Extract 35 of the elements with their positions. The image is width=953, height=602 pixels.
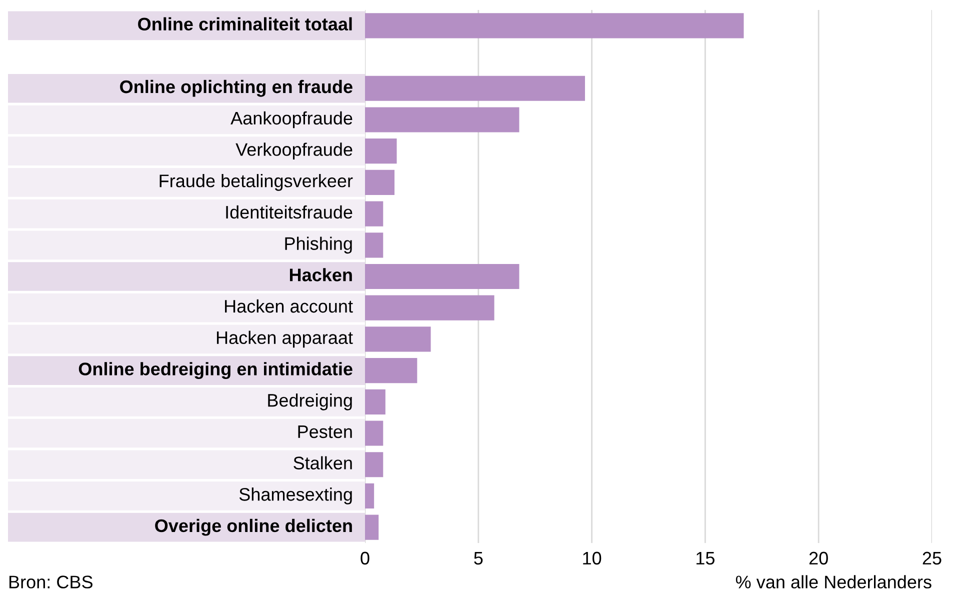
y-tick-label: Online oplichting en fraude — [120, 80, 352, 97]
x-tick-label: 25 — [922, 552, 942, 565]
y-tick-label: Online criminaliteit totaal — [138, 17, 352, 31]
y-tick-label: Online bedreiging en intimidatie — [78, 362, 352, 380]
y-tick-label: Hacken — [290, 268, 352, 282]
bar — [365, 232, 384, 258]
x-tick-label: 0 — [360, 552, 370, 565]
x-axis-title: % van alle Nederlanders — [736, 575, 932, 588]
y-tick-label: Overige online delicten — [155, 518, 352, 536]
x-tick-label: 10 — [583, 552, 602, 565]
bar — [365, 326, 431, 352]
bar — [365, 201, 384, 226]
y-tick-label: Bedreiging — [268, 393, 352, 410]
y-tick-label: Identiteitsfraude — [226, 205, 352, 219]
y-tick-label: Shamesexting — [239, 488, 352, 504]
y-tick-label: Fraude betalingsverkeer — [160, 174, 353, 191]
x-tick-label: 5 — [474, 552, 483, 565]
bar — [365, 138, 397, 164]
y-tick-label: Pesten — [298, 426, 352, 438]
y-tick-label: Stalken — [294, 456, 352, 470]
bar — [365, 420, 384, 446]
bar — [365, 170, 394, 195]
bar — [365, 389, 386, 414]
bar — [365, 452, 384, 478]
y-tick-label: Hacken account — [225, 299, 353, 313]
y-tick-label: Aankoopfraude — [230, 111, 352, 128]
y-tick-label: Verkoopfraude — [236, 142, 352, 160]
y-tick-label: Phishing — [285, 236, 352, 254]
x-tick-label: 20 — [809, 552, 828, 565]
bar — [365, 483, 374, 509]
bar — [365, 358, 418, 384]
x-tick-label: 15 — [696, 552, 714, 565]
y-tick-label: Hacken apparaat — [216, 330, 353, 348]
bar — [365, 514, 379, 540]
text: Bron: CBS — [9, 576, 92, 588]
